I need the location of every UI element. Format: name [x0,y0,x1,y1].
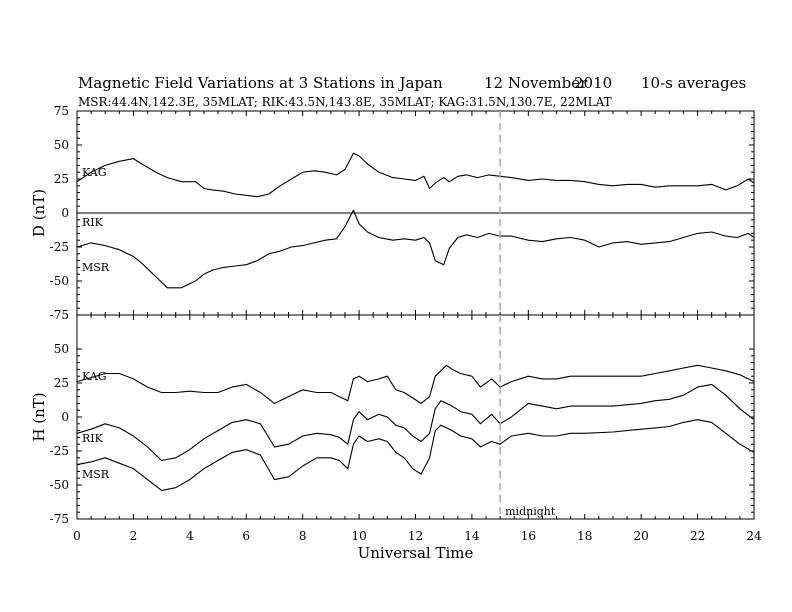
x-tick-label: 22 [690,529,705,543]
midnight-annotation: midnight [505,505,556,518]
series-label-rik: RIK [82,216,104,229]
x-tick-label: 14 [464,529,480,543]
series-line-kag [76,152,755,198]
x-tick-label: 24 [746,529,762,543]
series-label-kag: KAG [82,370,107,383]
y-tick-label: -75 [50,512,69,526]
y-axis-label: D (nT) [30,189,48,237]
chart-date: 12 November [484,74,588,92]
x-tick-label: 4 [186,529,194,543]
x-tick-label: 2 [130,529,138,543]
plot-area: 75 50 25 0 -25 -50 -75 D (nT) KAG RIK MSR 50 25 0 -25 -… [30,104,762,562]
series-line-rik [76,209,755,289]
y-tick-label: -25 [50,240,69,254]
x-tick-label: 16 [521,529,536,543]
x-tick-label: 20 [634,529,649,543]
y-tick-label: -50 [50,478,69,492]
y-axis-label: H (nT) [30,392,48,441]
series-label-msr: MSR [82,468,110,481]
panel-frame-1 [76,314,755,520]
chart-title: Magnetic Field Variations at 3 Stations … [78,74,443,92]
x-tick-label: 6 [242,529,250,543]
y-tick-label: -50 [50,274,69,288]
y-tick-label: -75 [50,308,69,322]
chart-averaging: 10-s averages [641,74,746,92]
y-tick-label: 0 [61,206,69,220]
series-line-msr [76,419,755,491]
x-tick-label: 8 [299,529,307,543]
series-line-rik [76,383,755,462]
series-line-kag [76,364,755,404]
station-coordinates: MSR:44.4N,142.3E, 35MLAT; RIK:43.5N,143.… [78,95,612,109]
y-tick-label: 50 [54,138,69,152]
chart-year: 2010 [574,74,612,92]
y-tick-label: 25 [54,172,69,186]
x-tick-label: 10 [351,529,366,543]
x-tick-label: 0 [73,529,81,543]
y-tick-label: 50 [54,342,69,356]
x-tick-label: 18 [577,529,592,543]
chart-title-group: Magnetic Field Variations at 3 Stations … [78,74,746,109]
series-label-rik: RIK [82,432,104,445]
y-tick-label: -25 [50,444,69,458]
y-tick-label: 75 [54,104,69,118]
y-tick-label: 0 [61,410,69,424]
x-axis-label: Universal Time [358,544,474,562]
x-tick-label: 12 [408,529,423,543]
y-tick-label: 25 [54,376,69,390]
series-label-kag: KAG [82,166,107,179]
series-label-msr: MSR [82,261,110,274]
